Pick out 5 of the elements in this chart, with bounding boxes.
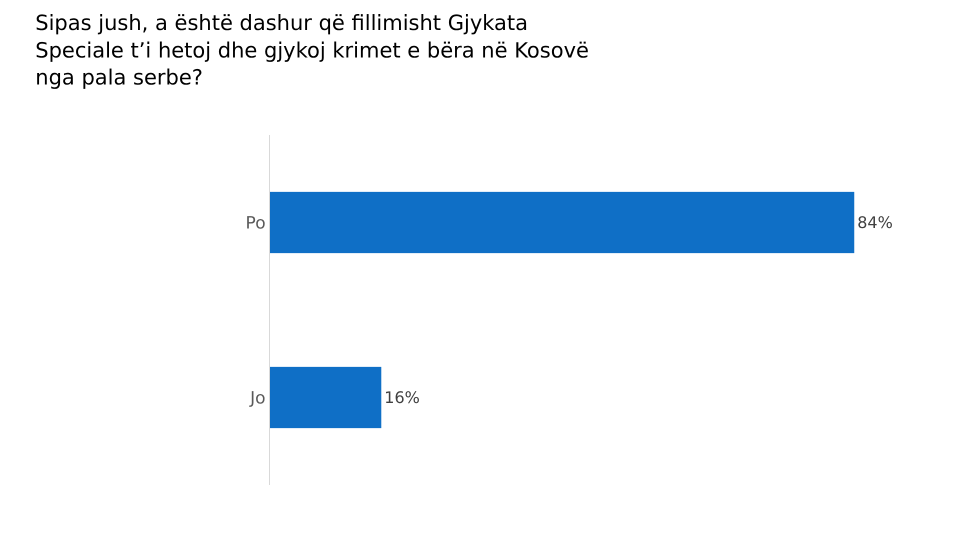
y-tick-label: Po — [246, 213, 266, 234]
data-label: 84% — [857, 213, 893, 232]
chart-title: Sipas jush, a është dashur që fillimisht Gjykata Speciale t’i hetoj dhe gjykoj krimet e bëra në Kosovë nga pala serbe? — [35, 11, 589, 90]
data-label: 16% — [384, 388, 420, 408]
y-tick-label: Jo — [249, 388, 266, 408]
